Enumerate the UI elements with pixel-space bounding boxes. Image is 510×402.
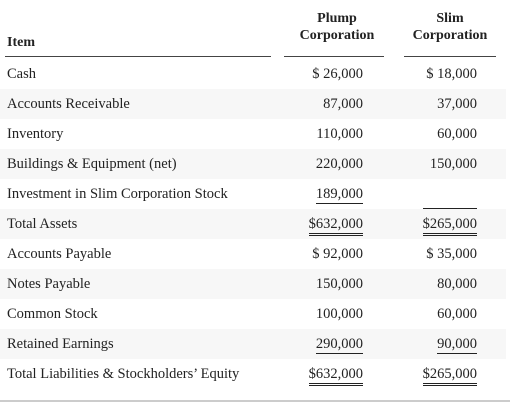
table-row: Common Stock 100,000 60,000 (0, 299, 506, 329)
table-row: Accounts Payable $ 92,000 $ 35,000 (0, 239, 506, 269)
item-label: Investment in Slim Corporation Stock (7, 186, 228, 202)
slim-amount: $265,000 (422, 365, 477, 386)
table-row: Total Assets $632,000 $265,000 (0, 209, 506, 239)
slim-amount: 60,000 (437, 126, 477, 142)
item-label: Common Stock (7, 306, 98, 322)
plump-amount: $ 92,000 (312, 246, 363, 262)
plump-amount: 150,000 (315, 276, 363, 292)
table-row: Inventory 110,000 60,000 (0, 119, 506, 149)
plump-amount: $632,000 (308, 215, 363, 236)
table-row: Accounts Receivable 87,000 37,000 (0, 89, 506, 119)
plump-amount: 100,000 (315, 306, 363, 322)
table-row: Cash $ 26,000 $ 18,000 (0, 59, 506, 89)
header-line: Plump (317, 11, 357, 26)
slim-amount: 90,000 (437, 336, 477, 354)
plump-amount: 110,000 (316, 126, 363, 142)
header-plump: Plump Corporation (290, 10, 384, 44)
plump-amount: 189,000 (315, 186, 363, 204)
plump-amount: $632,000 (308, 365, 363, 386)
slim-amount: $ 35,000 (426, 246, 477, 262)
slim-amount: 80,000 (437, 276, 477, 292)
item-label: Total Liabilities & Stockholders’ Equity (7, 366, 240, 382)
item-label: Cash (7, 66, 36, 82)
item-label: Total Assets (7, 216, 78, 232)
item-label: Accounts Payable (7, 246, 112, 262)
header-line: Slim (436, 11, 464, 26)
item-label: Buildings & Equipment (net) (7, 156, 177, 172)
slim-amount: 37,000 (437, 96, 477, 112)
header-line: Corporation (412, 28, 488, 43)
plump-amount: 87,000 (323, 96, 363, 112)
blank-cell (423, 185, 477, 209)
slim-amount: 60,000 (437, 306, 477, 322)
header-item: Item (7, 35, 35, 50)
header-rule (404, 56, 496, 57)
header-rule (5, 56, 271, 57)
table-row: Notes Payable 150,000 80,000 (0, 269, 506, 299)
slim-amount: $ 18,000 (426, 66, 477, 82)
plump-amount: 290,000 (315, 336, 363, 354)
blank (423, 185, 477, 203)
item-label: Accounts Receivable (7, 96, 130, 112)
table-row: Total Liabilities & Stockholders’ Equity… (0, 359, 506, 389)
table-row: Retained Earnings 290,000 90,000 (0, 329, 506, 359)
plump-amount: 220,000 (315, 156, 363, 172)
header-slim: Slim Corporation (404, 10, 496, 44)
plump-amount: $ 26,000 (312, 66, 363, 82)
header-rule (284, 56, 384, 57)
slim-amount: $265,000 (422, 215, 477, 236)
item-label: Notes Payable (7, 276, 91, 292)
header-line: Corporation (299, 28, 375, 43)
table-row: Buildings & Equipment (net) 220,000 150,00… (0, 149, 506, 179)
slim-amount: 150,000 (429, 156, 477, 172)
item-label: Inventory (7, 126, 64, 142)
item-label: Retained Earnings (7, 336, 114, 352)
table-row: Investment in Slim Corporation Stock 189,… (0, 179, 506, 209)
